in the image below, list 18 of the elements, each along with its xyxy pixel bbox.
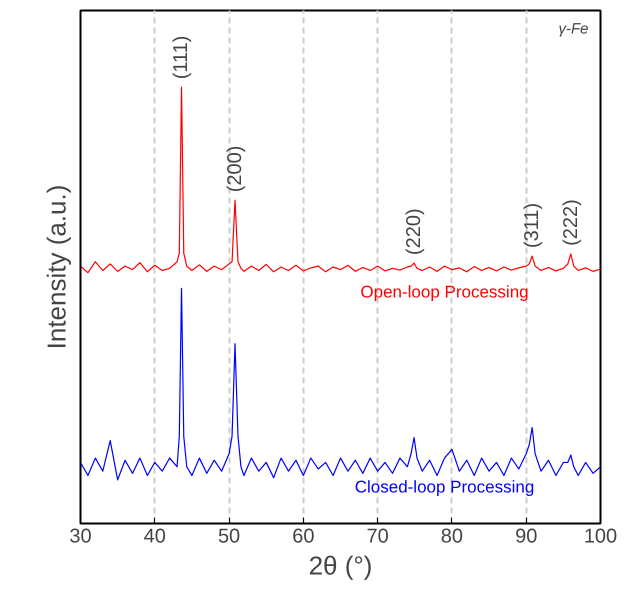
series-label: Closed-loop Processing <box>354 478 534 497</box>
y-axis-title: Intensity (a.u.) <box>42 184 72 350</box>
x-tick-label: 90 <box>515 526 538 548</box>
x-axis-title: 2θ (°) <box>308 550 372 580</box>
annotation: (200) <box>224 146 246 192</box>
series-label: Open-loop Processing <box>360 282 529 302</box>
x-tick-label: 30 <box>69 526 92 548</box>
annotation: (222) <box>560 199 582 246</box>
text: γ-Fe <box>558 20 588 38</box>
x-tick-label: 100 <box>584 526 618 548</box>
x-tick-label: 80 <box>440 526 464 548</box>
x-tick-label: 50 <box>218 526 240 548</box>
annotation: (220) <box>403 208 426 256</box>
annotation: (311) <box>521 202 544 248</box>
x-tick-label: 40 <box>144 526 166 548</box>
annotation: (111) <box>170 36 192 80</box>
x-tick-label: 70 <box>366 526 389 548</box>
x-tick-label: 60 <box>292 526 314 548</box>
